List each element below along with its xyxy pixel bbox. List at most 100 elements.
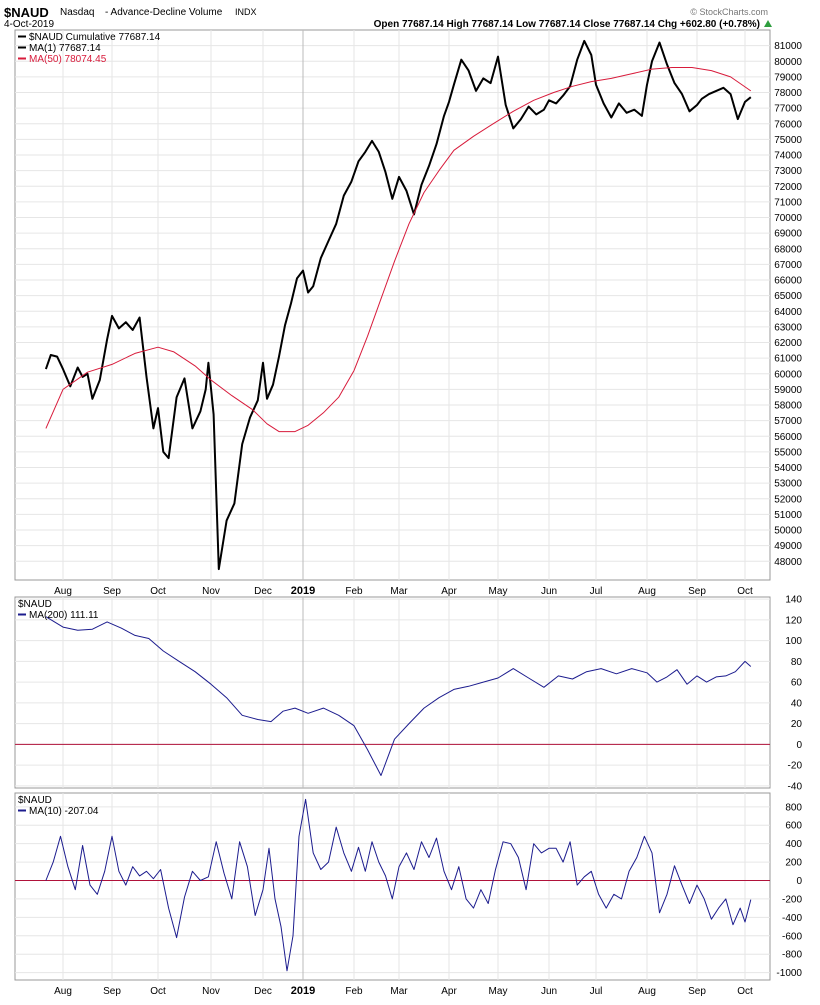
x-tick-label: 2019 [291, 985, 315, 997]
y-tick-label: 80000 [774, 57, 802, 68]
x-tick-label: Mar [390, 586, 408, 597]
x-tick-label: Oct [737, 586, 753, 597]
x-tick-label: Jul [590, 586, 603, 597]
y-tick-label: 52000 [774, 494, 802, 505]
y-tick-label: 80 [791, 657, 803, 668]
y-tick-label: 70000 [774, 213, 802, 224]
y-tick-label: -800 [782, 950, 802, 961]
x-tick-label: Sep [688, 586, 706, 597]
y-tick-label: 71000 [774, 197, 802, 208]
legend-label: MA(1) 77687.14 [29, 43, 101, 54]
y-axis-ticks: 48000 49000 50000 51000 52000 53000 54000 55000… [15, 41, 802, 568]
series-line-ma-10- [45, 798, 752, 972]
x-grid [62, 793, 746, 980]
panel-title: $NAUD [18, 599, 52, 610]
y-tick-label: 58000 [774, 401, 802, 412]
x-tick-label: Aug [54, 986, 72, 997]
series-line-ma-200- [45, 616, 752, 776]
y-tick-label: 81000 [774, 41, 802, 52]
y-tick-label: 120 [785, 615, 802, 626]
x-tick-label: Aug [54, 586, 72, 597]
x-tick-label: Aug [638, 586, 656, 597]
y-tick-label: 64000 [774, 307, 802, 318]
panel-frame [14, 792, 771, 981]
y-tick-label: 49000 [774, 541, 802, 552]
y-tick-label: 68000 [774, 244, 802, 255]
y-tick-label: 69000 [774, 229, 802, 240]
y-tick-label: 50000 [774, 526, 802, 537]
x-tick-label: Oct [737, 986, 753, 997]
y-tick-label: 60000 [774, 369, 802, 380]
y-tick-label: 48000 [774, 557, 802, 568]
x-tick-label: Apr [441, 986, 457, 997]
y-tick-label: 59000 [774, 385, 802, 396]
y-tick-label: 800 [785, 802, 802, 813]
x-tick-label: Apr [441, 586, 457, 597]
y-tick-label: 79000 [774, 72, 802, 83]
y-tick-label: 63000 [774, 322, 802, 333]
y-tick-label: 75000 [774, 135, 802, 146]
x-tick-label: Sep [103, 986, 121, 997]
x-tick-label: Nov [202, 586, 220, 597]
x-tick-label: Jul [590, 986, 603, 997]
y-tick-label: 53000 [774, 479, 802, 490]
x-tick-label: Dec [254, 986, 272, 997]
x-tick-label: Dec [254, 586, 272, 597]
x-axis-labels: Aug Sep Oct Nov Dec 2019 Feb Mar Apr May Jun Jul Aug… [54, 985, 753, 997]
y-tick-label: -40 [788, 781, 803, 792]
y-tick-label: 66000 [774, 276, 802, 287]
chart-type-tag: INDX [235, 7, 257, 17]
y-tick-label: 600 [785, 821, 802, 832]
y-axis-ticks: -1000 -800 -600 -400 -200 0 200 400 600 800 [15, 802, 802, 979]
y-tick-label: 20 [791, 719, 803, 730]
x-tick-label: Aug [638, 986, 656, 997]
y-tick-label: 77000 [774, 104, 802, 115]
y-tick-label: 61000 [774, 354, 802, 365]
series-line-ma-50- [45, 67, 752, 433]
stockcharts-watermark: © StockCharts.com [690, 7, 768, 17]
y-tick-label: 62000 [774, 338, 802, 349]
chart-description: - Advance-Decline Volume [105, 7, 223, 18]
y-tick-label: 72000 [774, 182, 802, 193]
y-tick-label: 55000 [774, 447, 802, 458]
chart-panel-3: -1000-800-600-400-2000200400600800$NAUDM… [14, 792, 802, 997]
y-tick-label: -200 [782, 894, 802, 905]
y-tick-label: 54000 [774, 463, 802, 474]
x-axis-labels: Aug Sep Oct Nov Dec 2019 Feb Mar Apr May Jun Jul Aug… [54, 585, 753, 597]
y-tick-label: 67000 [774, 260, 802, 271]
y-tick-label: 74000 [774, 151, 802, 162]
y-tick-label: 56000 [774, 432, 802, 443]
x-tick-label: 2019 [291, 585, 315, 597]
x-tick-label: Mar [390, 986, 408, 997]
y-tick-label: 0 [796, 876, 802, 887]
x-tick-label: Jun [541, 986, 557, 997]
x-grid [62, 30, 746, 580]
y-tick-label: 140 [785, 595, 802, 606]
y-tick-label: 400 [785, 839, 802, 850]
legend-label: MA(200) 111.11 [29, 610, 99, 621]
y-tick-label: 100 [785, 636, 802, 647]
series-line--naud-cumulative [44, 39, 752, 571]
y-tick-label: -20 [788, 761, 803, 772]
y-tick-label: 0 [796, 740, 802, 751]
change-up-arrow-icon [764, 20, 772, 27]
y-tick-label: 60 [791, 678, 803, 689]
y-tick-label: 78000 [774, 88, 802, 99]
x-tick-label: May [489, 986, 508, 997]
x-tick-label: Oct [150, 586, 166, 597]
chart-exchange: Nasdaq [60, 7, 94, 18]
legend-label: $NAUD Cumulative 77687.14 [29, 32, 161, 43]
x-tick-label: Feb [345, 586, 363, 597]
x-tick-label: Sep [103, 586, 121, 597]
y-tick-label: 57000 [774, 416, 802, 427]
chart-panel-1: 48000 49000 50000 51000 52000 53000 54000 55000… [14, 29, 802, 597]
y-tick-label: -400 [782, 913, 802, 924]
y-tick-label: -1000 [776, 968, 802, 979]
y-tick-label: 76000 [774, 119, 802, 130]
y-tick-label: 40 [791, 698, 803, 709]
x-tick-label: Oct [150, 986, 166, 997]
